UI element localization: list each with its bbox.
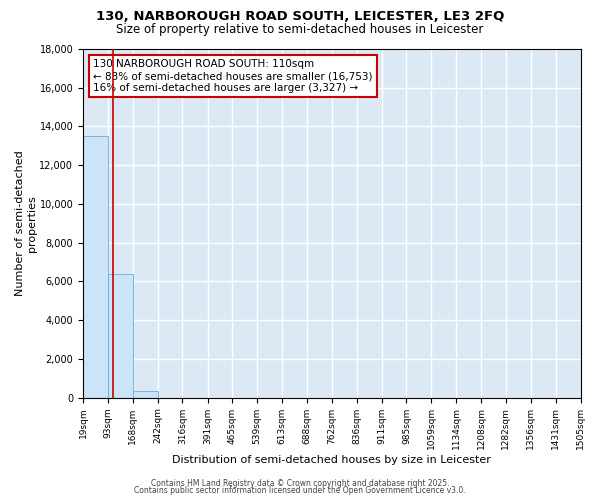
Bar	[133, 391, 158, 398]
Text: Size of property relative to semi-detached houses in Leicester: Size of property relative to semi-detach…	[116, 22, 484, 36]
Bar	[108, 274, 133, 398]
Text: 130 NARBOROUGH ROAD SOUTH: 110sqm
← 83% of semi-detached houses are smaller (16,: 130 NARBOROUGH ROAD SOUTH: 110sqm ← 83% …	[93, 60, 373, 92]
X-axis label: Distribution of semi-detached houses by size in Leicester: Distribution of semi-detached houses by …	[172, 455, 491, 465]
Bar	[83, 136, 108, 398]
Text: Contains HM Land Registry data © Crown copyright and database right 2025.: Contains HM Land Registry data © Crown c…	[151, 478, 449, 488]
Text: Contains public sector information licensed under the Open Government Licence v3: Contains public sector information licen…	[134, 486, 466, 495]
Y-axis label: Number of semi-detached
properties: Number of semi-detached properties	[15, 150, 37, 296]
Text: 130, NARBOROUGH ROAD SOUTH, LEICESTER, LE3 2FQ: 130, NARBOROUGH ROAD SOUTH, LEICESTER, L…	[96, 10, 504, 23]
